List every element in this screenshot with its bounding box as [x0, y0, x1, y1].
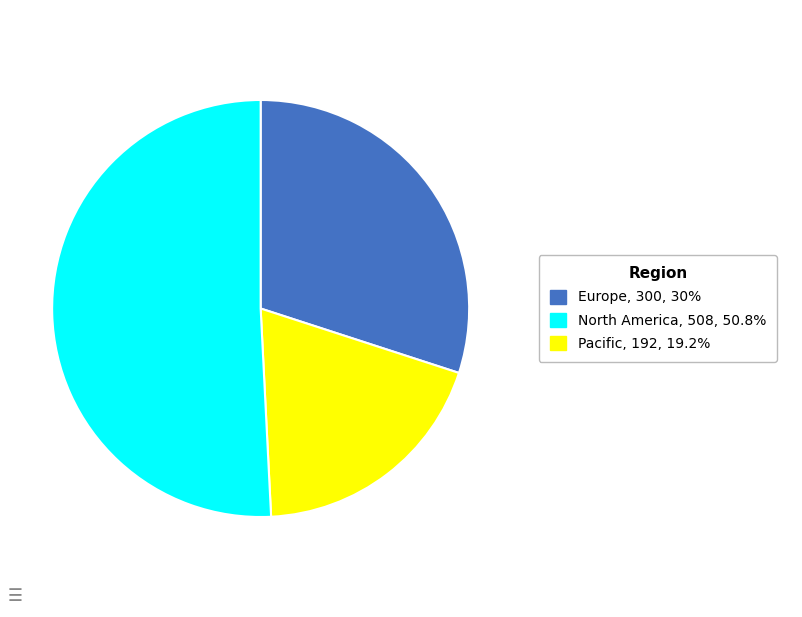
Wedge shape	[261, 100, 469, 373]
Text: Pacific: Pacific	[400, 483, 449, 498]
Text: North America: North America	[0, 307, 31, 321]
Legend: Europe, 300, 30%, North America, 508, 50.8%, Pacific, 192, 19.2%: Europe, 300, 30%, North America, 508, 50…	[539, 255, 777, 362]
Wedge shape	[52, 100, 271, 517]
Text: ☰: ☰	[8, 587, 23, 605]
Wedge shape	[261, 308, 459, 517]
Text: Europe: Europe	[446, 166, 500, 181]
